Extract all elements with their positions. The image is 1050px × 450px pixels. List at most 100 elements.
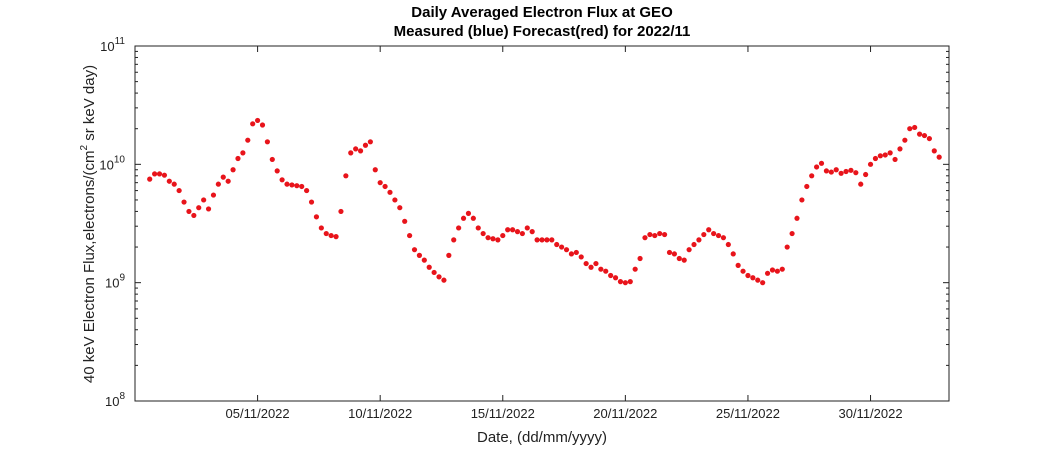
flux-point	[166, 178, 172, 184]
flux-point	[676, 255, 682, 262]
flux-point	[308, 199, 315, 205]
flux-point	[225, 178, 231, 184]
x-tick-label: 05/11/2022	[226, 406, 290, 421]
flux-point	[833, 167, 839, 173]
flux-point	[814, 164, 820, 170]
x-axis-label: Date, (dd/mm/yyyy)	[477, 429, 607, 446]
x-tick-label: 10/11/2022	[348, 406, 412, 421]
flux-point	[460, 215, 467, 221]
flux-point	[529, 229, 535, 235]
flux-point	[706, 227, 712, 233]
flux-point	[367, 139, 373, 145]
flux-point	[730, 251, 736, 257]
flux-point	[760, 280, 766, 286]
flux-point	[637, 255, 643, 262]
flux-point	[877, 153, 883, 159]
flux-point	[632, 266, 638, 272]
flux-point	[456, 225, 462, 231]
flux-point	[794, 215, 800, 221]
flux-point	[647, 231, 653, 238]
flux-point	[431, 269, 437, 276]
flux-point	[892, 156, 898, 163]
flux-point	[465, 210, 472, 216]
flux-point	[838, 170, 844, 176]
flux-point	[343, 173, 349, 179]
flux-point	[500, 232, 506, 239]
flux-point	[205, 206, 212, 212]
flux-point	[921, 132, 928, 139]
flux-point	[588, 264, 594, 270]
flux-point	[201, 197, 207, 203]
flux-point	[377, 180, 383, 186]
y-tick-base: 10	[100, 39, 114, 54]
flux-point	[907, 126, 913, 132]
flux-point	[284, 181, 290, 187]
flux-point	[186, 208, 192, 215]
flux-point	[269, 156, 275, 163]
y-tick-exponent: 10	[114, 154, 126, 165]
flux-point	[259, 122, 266, 128]
flux-point	[671, 251, 677, 257]
flux-point	[524, 225, 530, 231]
flux-point	[402, 218, 408, 224]
flux-point	[823, 168, 830, 174]
flux-point	[657, 230, 663, 237]
flux-point	[333, 234, 339, 240]
chart-title: Daily Averaged Electron Flux at GEO	[411, 4, 673, 21]
plot-area	[134, 45, 950, 402]
flux-point	[750, 275, 756, 281]
flux-point	[612, 275, 619, 281]
flux-point	[863, 171, 869, 178]
flux-point	[392, 197, 398, 203]
flux-point	[181, 199, 187, 205]
flux-point	[848, 167, 854, 173]
flux-point	[426, 264, 432, 270]
flux-point	[583, 260, 589, 267]
y-tick-exponent: 9	[119, 273, 125, 284]
flux-point	[867, 161, 874, 167]
flux-point	[196, 205, 202, 211]
flux-point	[603, 268, 609, 274]
flux-point	[715, 232, 722, 239]
chart-subtitle: Measured (blue) Forecast(red) for 2022/1…	[394, 23, 691, 40]
flux-point	[147, 176, 153, 182]
flux-point	[578, 254, 584, 260]
y-axis-label-main: 40 keV Electron Flux,electrons/(cm	[81, 151, 98, 384]
flux-point	[451, 237, 457, 243]
flux-point	[779, 266, 785, 272]
flux-point	[240, 150, 246, 156]
flux-point	[299, 183, 305, 190]
flux-point	[563, 247, 570, 253]
flux-point	[661, 231, 668, 238]
flux-point	[348, 150, 354, 156]
flux-point	[593, 260, 599, 267]
flux-point	[407, 232, 413, 239]
flux-point	[446, 252, 452, 258]
flux-point	[171, 181, 177, 187]
flux-point	[191, 212, 197, 219]
flux-point	[156, 171, 163, 177]
flux-point	[509, 227, 516, 233]
flux-point	[622, 280, 628, 286]
flux-point	[279, 177, 285, 183]
flux-point	[735, 262, 741, 268]
flux-point	[598, 266, 604, 272]
flux-point	[519, 230, 525, 237]
flux-point	[254, 117, 261, 124]
flux-point	[318, 225, 324, 231]
flux-point	[559, 244, 565, 250]
flux-point	[799, 197, 805, 203]
flux-point	[436, 274, 442, 280]
y-axis-label-tail: sr keV day)	[81, 65, 98, 145]
flux-point	[627, 279, 633, 285]
flux-point	[152, 171, 158, 177]
flux-point	[274, 168, 280, 174]
flux-point	[809, 173, 815, 179]
flux-point	[505, 227, 511, 233]
flux-point	[617, 279, 624, 285]
flux-point	[220, 174, 226, 180]
data-points	[147, 117, 942, 286]
flux-point	[936, 154, 942, 160]
y-tick-label: 109	[105, 273, 125, 291]
